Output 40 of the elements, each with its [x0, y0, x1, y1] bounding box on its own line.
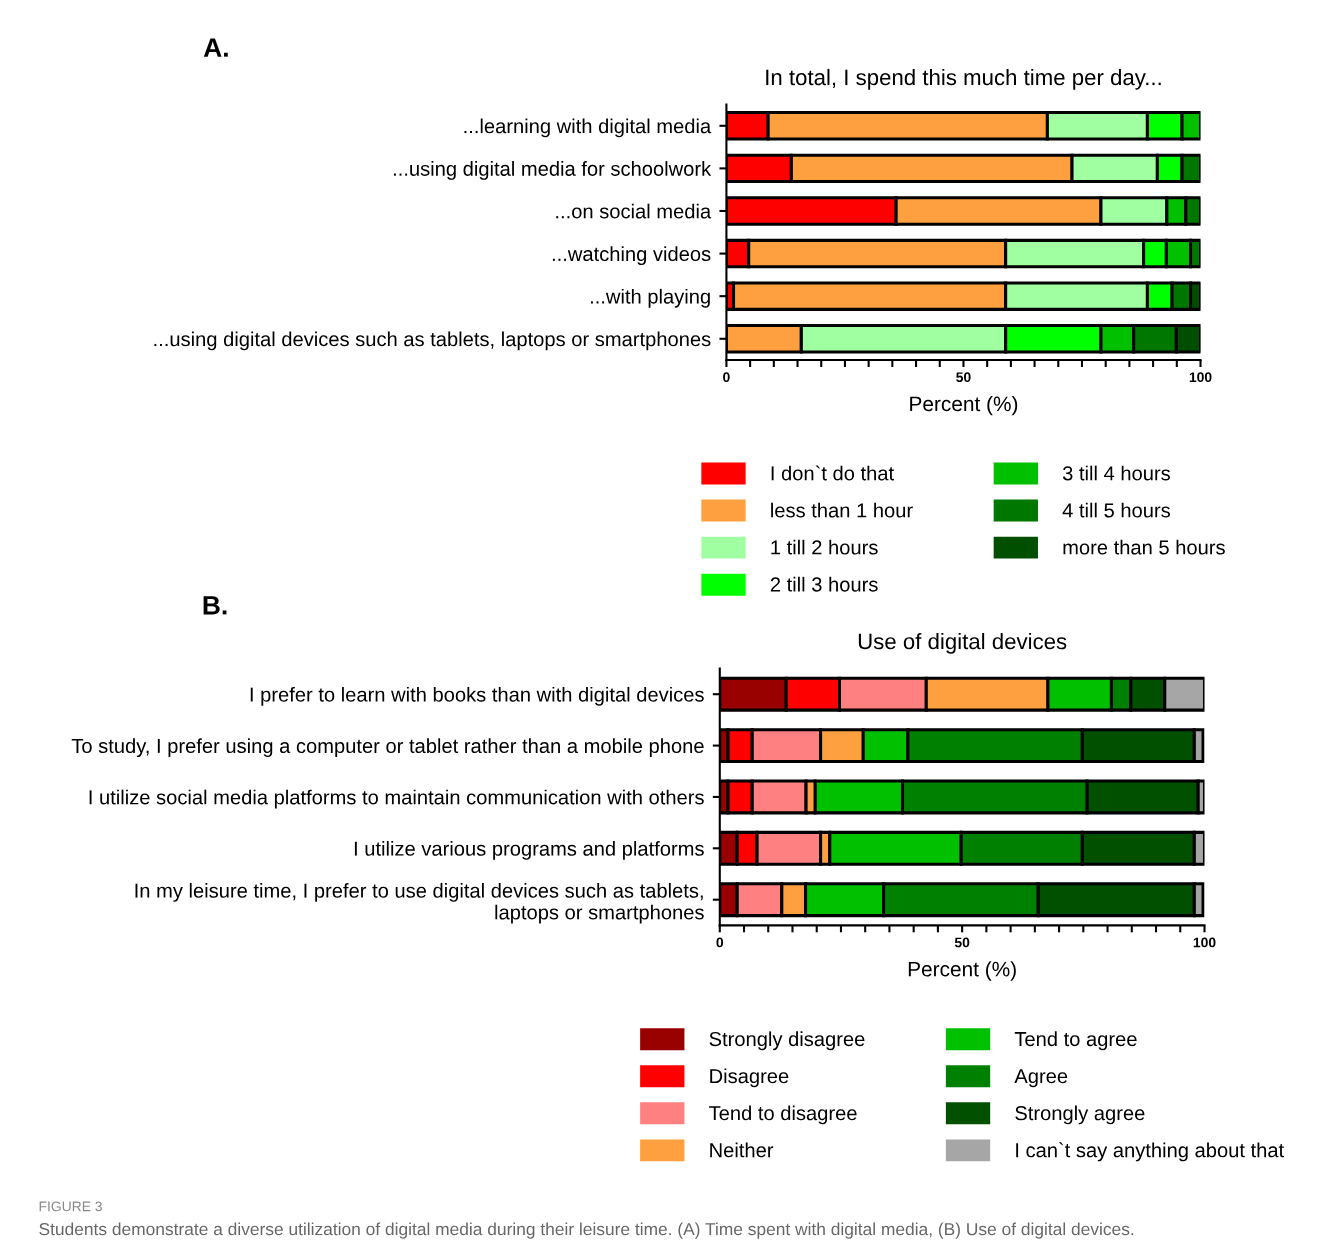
x-axis-title: Percent (%) [908, 961, 1016, 981]
legend-label: Agree [1014, 1069, 1068, 1088]
legend-label: 4 till 5 hours [1062, 502, 1170, 518]
x-tick-label: 50 [956, 372, 971, 383]
legend-label: 3 till 4 hours [1062, 465, 1170, 481]
y-tick-label: ...learning with digital media [464, 118, 712, 138]
y-tick-label: I utilize social media platforms to maintain communication with others [89, 789, 704, 809]
legend-label: Tend to disagree [709, 1105, 857, 1125]
x-axis-title: Percent (%) [910, 395, 1018, 416]
y-tick-label: ...using digital media for schoolwork [393, 161, 712, 180]
text: Students demonstrate a diverse utilization of digital media during their leisure time. (A) Time spent with digital media, (B) Use of digital devices. [39, 1222, 1134, 1239]
x-tick-label: 0 [716, 937, 724, 948]
legend-label: less than 1 hour [771, 502, 913, 518]
y-tick-label: ...watching videos [552, 246, 711, 266]
x-tick-label: 0 [723, 372, 730, 383]
text: A. [203, 38, 228, 57]
chart-title: In total, I spend this much time per day... [766, 68, 1161, 90]
y-tick-label: ...on social media [556, 203, 712, 219]
legend-label: Strongly agree [1015, 1105, 1145, 1125]
y-tick-label: I prefer to learn with books than with digital devices [250, 686, 704, 706]
chart-title: Use of digital devices [858, 632, 1067, 654]
legend-label: Disagree [710, 1068, 789, 1088]
caption: FIGURE 3 [39, 1201, 102, 1212]
x-tick-label: 100 [1193, 937, 1216, 948]
x-tick-label: 100 [1189, 372, 1212, 383]
legend-label: 2 till 3 hours [770, 576, 878, 592]
legend-label: 1 till 2 hours [771, 539, 878, 555]
legend-label: I don`t do that [771, 465, 894, 481]
legend-label: Tend to agree [1014, 1031, 1137, 1051]
legend-label: Neither [710, 1142, 774, 1158]
text: B. [203, 596, 227, 615]
legend-label: more than 5 hours [1063, 539, 1225, 555]
y-tick-label: ...with playing [590, 288, 710, 308]
legend-label: Strongly disagree [709, 1031, 865, 1051]
legend-label: I can`t say anything about that [1016, 1142, 1285, 1162]
y-tick-label: ...using digital devices such as tablets, laptops or smartphones [154, 331, 711, 351]
x-tick-label: 50 [954, 937, 970, 948]
y-tick-label: I utilize various programs and platforms [354, 841, 704, 860]
y-tick-label: In my leisure time, I prefer to use digital devices such as tablets, laptops or smartphones [135, 883, 704, 924]
y-tick-label: To study, I prefer using a computer or tablet rather than a mobile phone [71, 738, 704, 758]
